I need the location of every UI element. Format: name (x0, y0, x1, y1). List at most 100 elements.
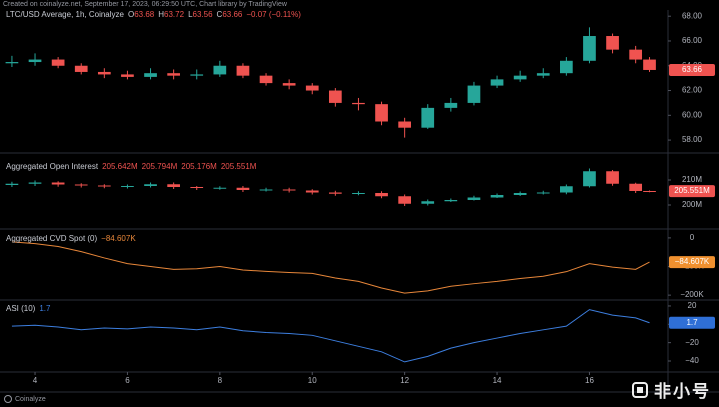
x-tick-label: 16 (585, 376, 594, 385)
x-tick-label: 14 (493, 376, 502, 385)
candle-body (5, 62, 19, 64)
candle-body (606, 36, 619, 50)
candle-body (282, 83, 296, 86)
candle-body (74, 184, 88, 186)
created-note: Created on coinalyze.net, September 17, … (3, 1, 287, 8)
candle-body (190, 74, 204, 76)
candle-body (305, 85, 319, 91)
candle-body (5, 183, 19, 185)
last-value-label: 63.66 (682, 65, 703, 74)
legend-value: −84.607K (101, 234, 136, 243)
candle-body (282, 189, 296, 191)
candle-body (259, 189, 273, 191)
candle-body (144, 73, 157, 77)
legend-value: 63.66 (222, 10, 243, 19)
candle-body (51, 59, 65, 66)
candle-body (236, 187, 250, 190)
y-tick-label: 200M (682, 200, 702, 209)
candle-body (51, 182, 65, 185)
y-tick-label: 0 (690, 233, 695, 242)
y-tick-label: 68.00 (682, 11, 703, 20)
candle-body (375, 104, 388, 122)
legend-label: C (216, 10, 223, 19)
y-tick-label: 20 (688, 301, 697, 310)
pane-legend: ASI (10) 1.7 (6, 304, 54, 313)
candle-body (467, 197, 481, 200)
x-tick-label: 12 (400, 376, 409, 385)
candle-body (28, 182, 42, 184)
candle-body (536, 73, 550, 76)
watermark-text: 非小号 (654, 382, 711, 401)
candle-body (513, 193, 527, 195)
candle-body (167, 184, 180, 187)
legend-title: Aggregated CVD Spot (0) (6, 234, 98, 243)
pane-legend: LTC/USD Average, 1h, Coinalyze O63.68 H63.… (6, 10, 305, 19)
series-line (11, 309, 650, 363)
candle-body (352, 193, 365, 194)
candle-body (398, 196, 412, 204)
candle-body (421, 201, 435, 204)
candle-body (629, 183, 643, 191)
legend-label: H (158, 10, 165, 19)
y-tick-label: 62.00 (682, 86, 703, 95)
candle-body (328, 192, 342, 194)
candle-body (444, 102, 458, 108)
candle-body (398, 121, 412, 128)
candle-body (97, 185, 111, 187)
legend-value: 63.72 (164, 10, 185, 19)
candle-body (606, 171, 619, 184)
candle-body (467, 85, 481, 103)
pane-legend: Aggregated CVD Spot (0) −84.607K (6, 234, 140, 243)
candle-body (560, 186, 573, 193)
y-tick-label: 60.00 (682, 110, 703, 119)
last-value-badge (669, 316, 715, 329)
logo (4, 395, 12, 403)
pane-legend: Aggregated Open Interest 205.642M 205.794M… (6, 162, 260, 171)
last-value-badge (669, 185, 715, 198)
legend-value: 205.176M (181, 162, 217, 171)
candle-body (213, 65, 227, 75)
candle-body (375, 193, 388, 197)
legend-change: −0.07 (−0.11%) (246, 10, 301, 19)
candle-body (643, 59, 656, 70)
candle-body (190, 187, 204, 188)
candle-body (513, 75, 527, 80)
footer-text: Coinalyze (15, 395, 46, 403)
x-tick-label: 8 (218, 376, 223, 385)
candle-body (444, 200, 458, 202)
candle-body (121, 186, 134, 187)
candle-body (28, 59, 42, 63)
candle-body (490, 195, 504, 198)
x-tick-label: 10 (308, 376, 317, 385)
legend-label: L (188, 10, 193, 19)
y-tick-label: 66.00 (682, 36, 703, 45)
candle-body (352, 102, 365, 105)
candle-body (121, 74, 134, 77)
legend-value: 63.56 (192, 10, 213, 19)
candle-body (305, 190, 319, 193)
series-line (11, 241, 650, 294)
legend-value: 1.7 (39, 304, 51, 313)
last-value-label: 205.551M (674, 186, 710, 195)
legend-title: ASI (10) (6, 304, 36, 313)
legend-value: 205.642M (102, 162, 138, 171)
candle-body (74, 65, 88, 72)
candle-body (560, 60, 573, 74)
last-value-badge (669, 256, 715, 269)
candle-body (583, 171, 596, 187)
candle-body (213, 187, 227, 189)
legend-title: LTC/USD Average, 1h, Coinalyze (6, 10, 124, 19)
legend-value: 63.68 (134, 10, 155, 19)
watermark-icon (632, 381, 648, 398)
y-tick-label: −200K (680, 290, 704, 299)
candle-body (167, 73, 180, 76)
candle-body (97, 71, 111, 75)
candle-body (629, 49, 643, 60)
y-tick-label: 58.00 (682, 135, 703, 144)
legend-value: 205.794M (141, 162, 178, 171)
candle-body (643, 191, 656, 192)
x-tick-label: 4 (33, 376, 38, 385)
y-tick-label: 210M (682, 175, 702, 184)
